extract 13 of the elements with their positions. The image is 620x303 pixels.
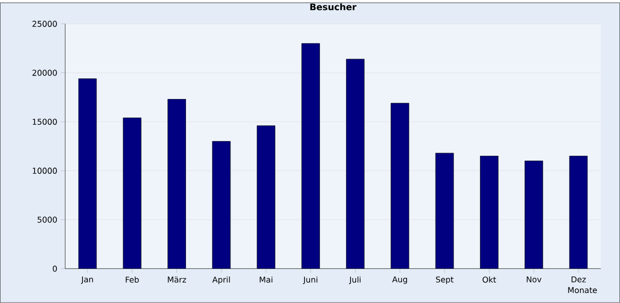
chart-title: Besucher [310,3,356,10]
bar [122,118,142,269]
bar [168,99,186,269]
bar [569,156,588,269]
bar [480,156,498,269]
bar [256,126,276,269]
bar [78,78,97,269]
bar [301,43,320,269]
bar [390,103,410,269]
bar [435,152,454,269]
bar [212,141,231,269]
bar [346,58,364,269]
bar [524,160,544,269]
